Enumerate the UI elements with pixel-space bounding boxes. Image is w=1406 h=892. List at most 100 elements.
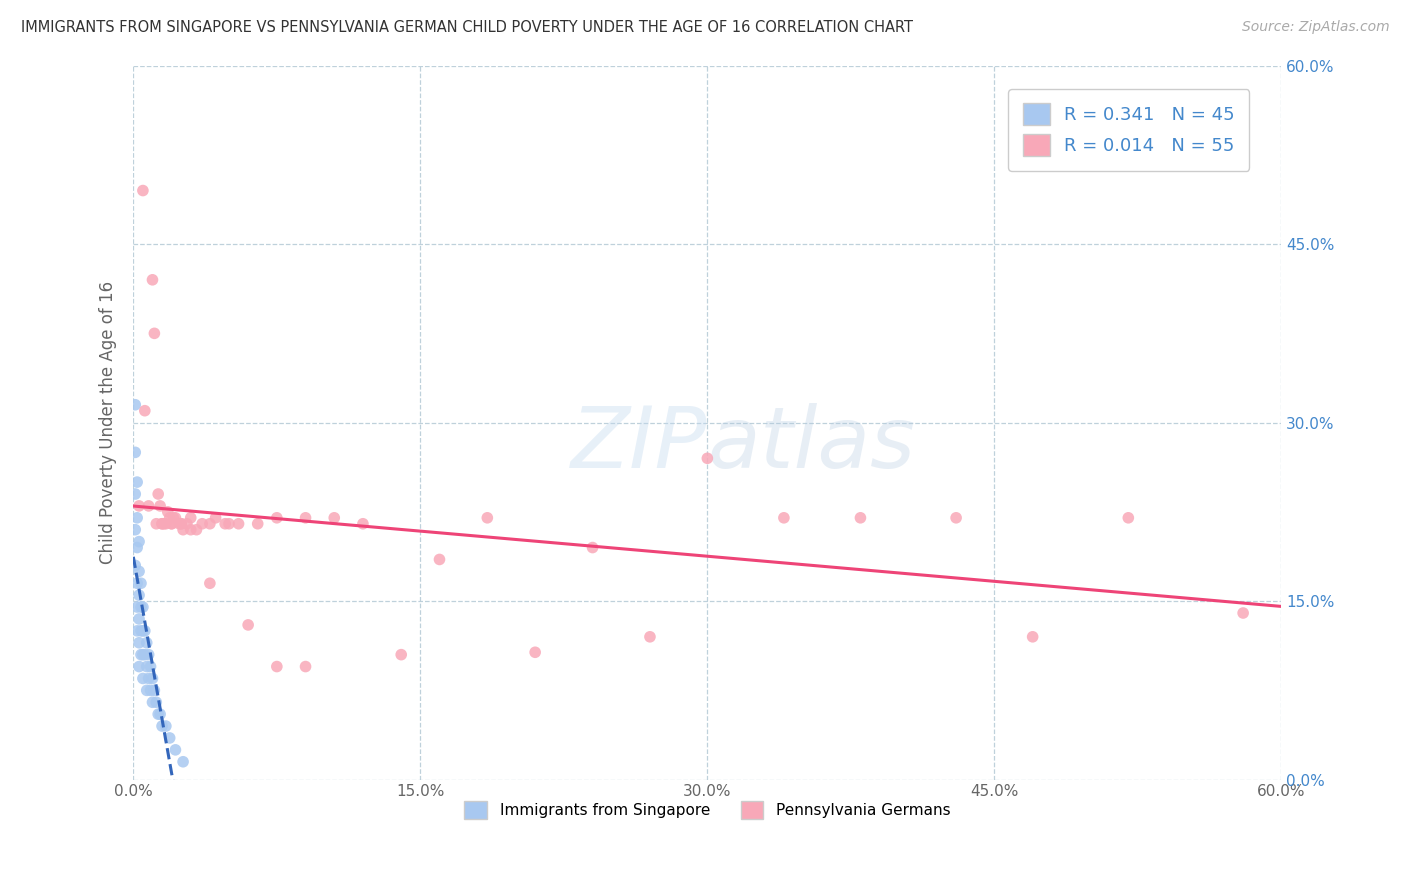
Point: [153, 516, 176, 531]
Point: [132, 624, 155, 638]
Point: [129, 576, 152, 591]
Point: [294, 510, 316, 524]
Point: [156, 505, 179, 519]
Point: [145, 695, 167, 709]
Point: [638, 630, 661, 644]
Point: [160, 516, 183, 531]
Point: [149, 707, 172, 722]
Point: [524, 645, 547, 659]
Text: ZIP: ZIP: [571, 402, 707, 485]
Point: [128, 588, 150, 602]
Point: [198, 576, 221, 591]
Point: [170, 516, 193, 531]
Text: IMMIGRANTS FROM SINGAPORE VS PENNSYLVANIA GERMAN CHILD POVERTY UNDER THE AGE OF : IMMIGRANTS FROM SINGAPORE VS PENNSYLVANI…: [21, 20, 912, 35]
Point: [132, 184, 155, 198]
Point: [138, 648, 160, 662]
Text: Source: ZipAtlas.com: Source: ZipAtlas.com: [1241, 20, 1389, 34]
Point: [773, 510, 796, 524]
Point: [172, 755, 194, 769]
Point: [159, 510, 181, 524]
Point: [180, 510, 202, 524]
Point: [134, 403, 156, 417]
Point: [124, 523, 146, 537]
Point: [696, 451, 718, 466]
Point: [266, 510, 288, 524]
Point: [581, 541, 603, 555]
Point: [134, 624, 156, 638]
Point: [128, 659, 150, 673]
Point: [228, 516, 250, 531]
Point: [128, 499, 150, 513]
Point: [352, 516, 374, 531]
Point: [138, 672, 160, 686]
Point: [149, 499, 172, 513]
Point: [132, 672, 155, 686]
Point: [148, 487, 170, 501]
Point: [198, 516, 221, 531]
Point: [143, 326, 166, 341]
Point: [129, 648, 152, 662]
Point: [134, 648, 156, 662]
Point: [1118, 510, 1140, 524]
Point: [165, 510, 187, 524]
Point: [128, 534, 150, 549]
Point: [1021, 630, 1043, 644]
Point: [135, 636, 157, 650]
Point: [155, 719, 177, 733]
Point: [236, 618, 259, 632]
Point: [135, 659, 157, 673]
Point: [266, 659, 288, 673]
Point: [124, 398, 146, 412]
Point: [145, 516, 167, 531]
Point: [170, 516, 193, 531]
Point: [141, 695, 163, 709]
Point: [1232, 606, 1254, 620]
Point: [159, 731, 181, 745]
Point: [246, 516, 269, 531]
Point: [127, 624, 149, 638]
Point: [129, 624, 152, 638]
Point: [477, 510, 499, 524]
Point: [132, 600, 155, 615]
Point: [165, 743, 187, 757]
Point: [150, 516, 173, 531]
Point: [150, 516, 173, 531]
Point: [389, 648, 412, 662]
Point: [176, 516, 198, 531]
Point: [141, 672, 163, 686]
Point: [945, 510, 967, 524]
Point: [204, 510, 226, 524]
Point: [148, 707, 170, 722]
Point: [127, 576, 149, 591]
Point: [429, 552, 451, 566]
Point: [135, 683, 157, 698]
Point: [138, 499, 160, 513]
Point: [162, 510, 184, 524]
Point: [294, 659, 316, 673]
Point: [127, 475, 149, 489]
Point: [132, 648, 155, 662]
Legend: Immigrants from Singapore, Pennsylvania Germans: Immigrants from Singapore, Pennsylvania …: [458, 795, 956, 825]
Point: [172, 523, 194, 537]
Point: [218, 516, 240, 531]
Point: [155, 516, 177, 531]
Point: [128, 565, 150, 579]
Point: [124, 558, 146, 573]
Point: [127, 600, 149, 615]
Point: [143, 683, 166, 698]
Point: [323, 510, 346, 524]
Point: [191, 516, 214, 531]
Point: [128, 612, 150, 626]
Text: atlas: atlas: [707, 402, 915, 485]
Point: [180, 523, 202, 537]
Point: [124, 487, 146, 501]
Point: [214, 516, 236, 531]
Point: [127, 510, 149, 524]
Point: [160, 516, 183, 531]
Point: [127, 541, 149, 555]
Point: [167, 516, 190, 531]
Y-axis label: Child Poverty Under the Age of 16: Child Poverty Under the Age of 16: [100, 281, 117, 564]
Point: [150, 719, 173, 733]
Point: [139, 683, 162, 698]
Point: [139, 659, 162, 673]
